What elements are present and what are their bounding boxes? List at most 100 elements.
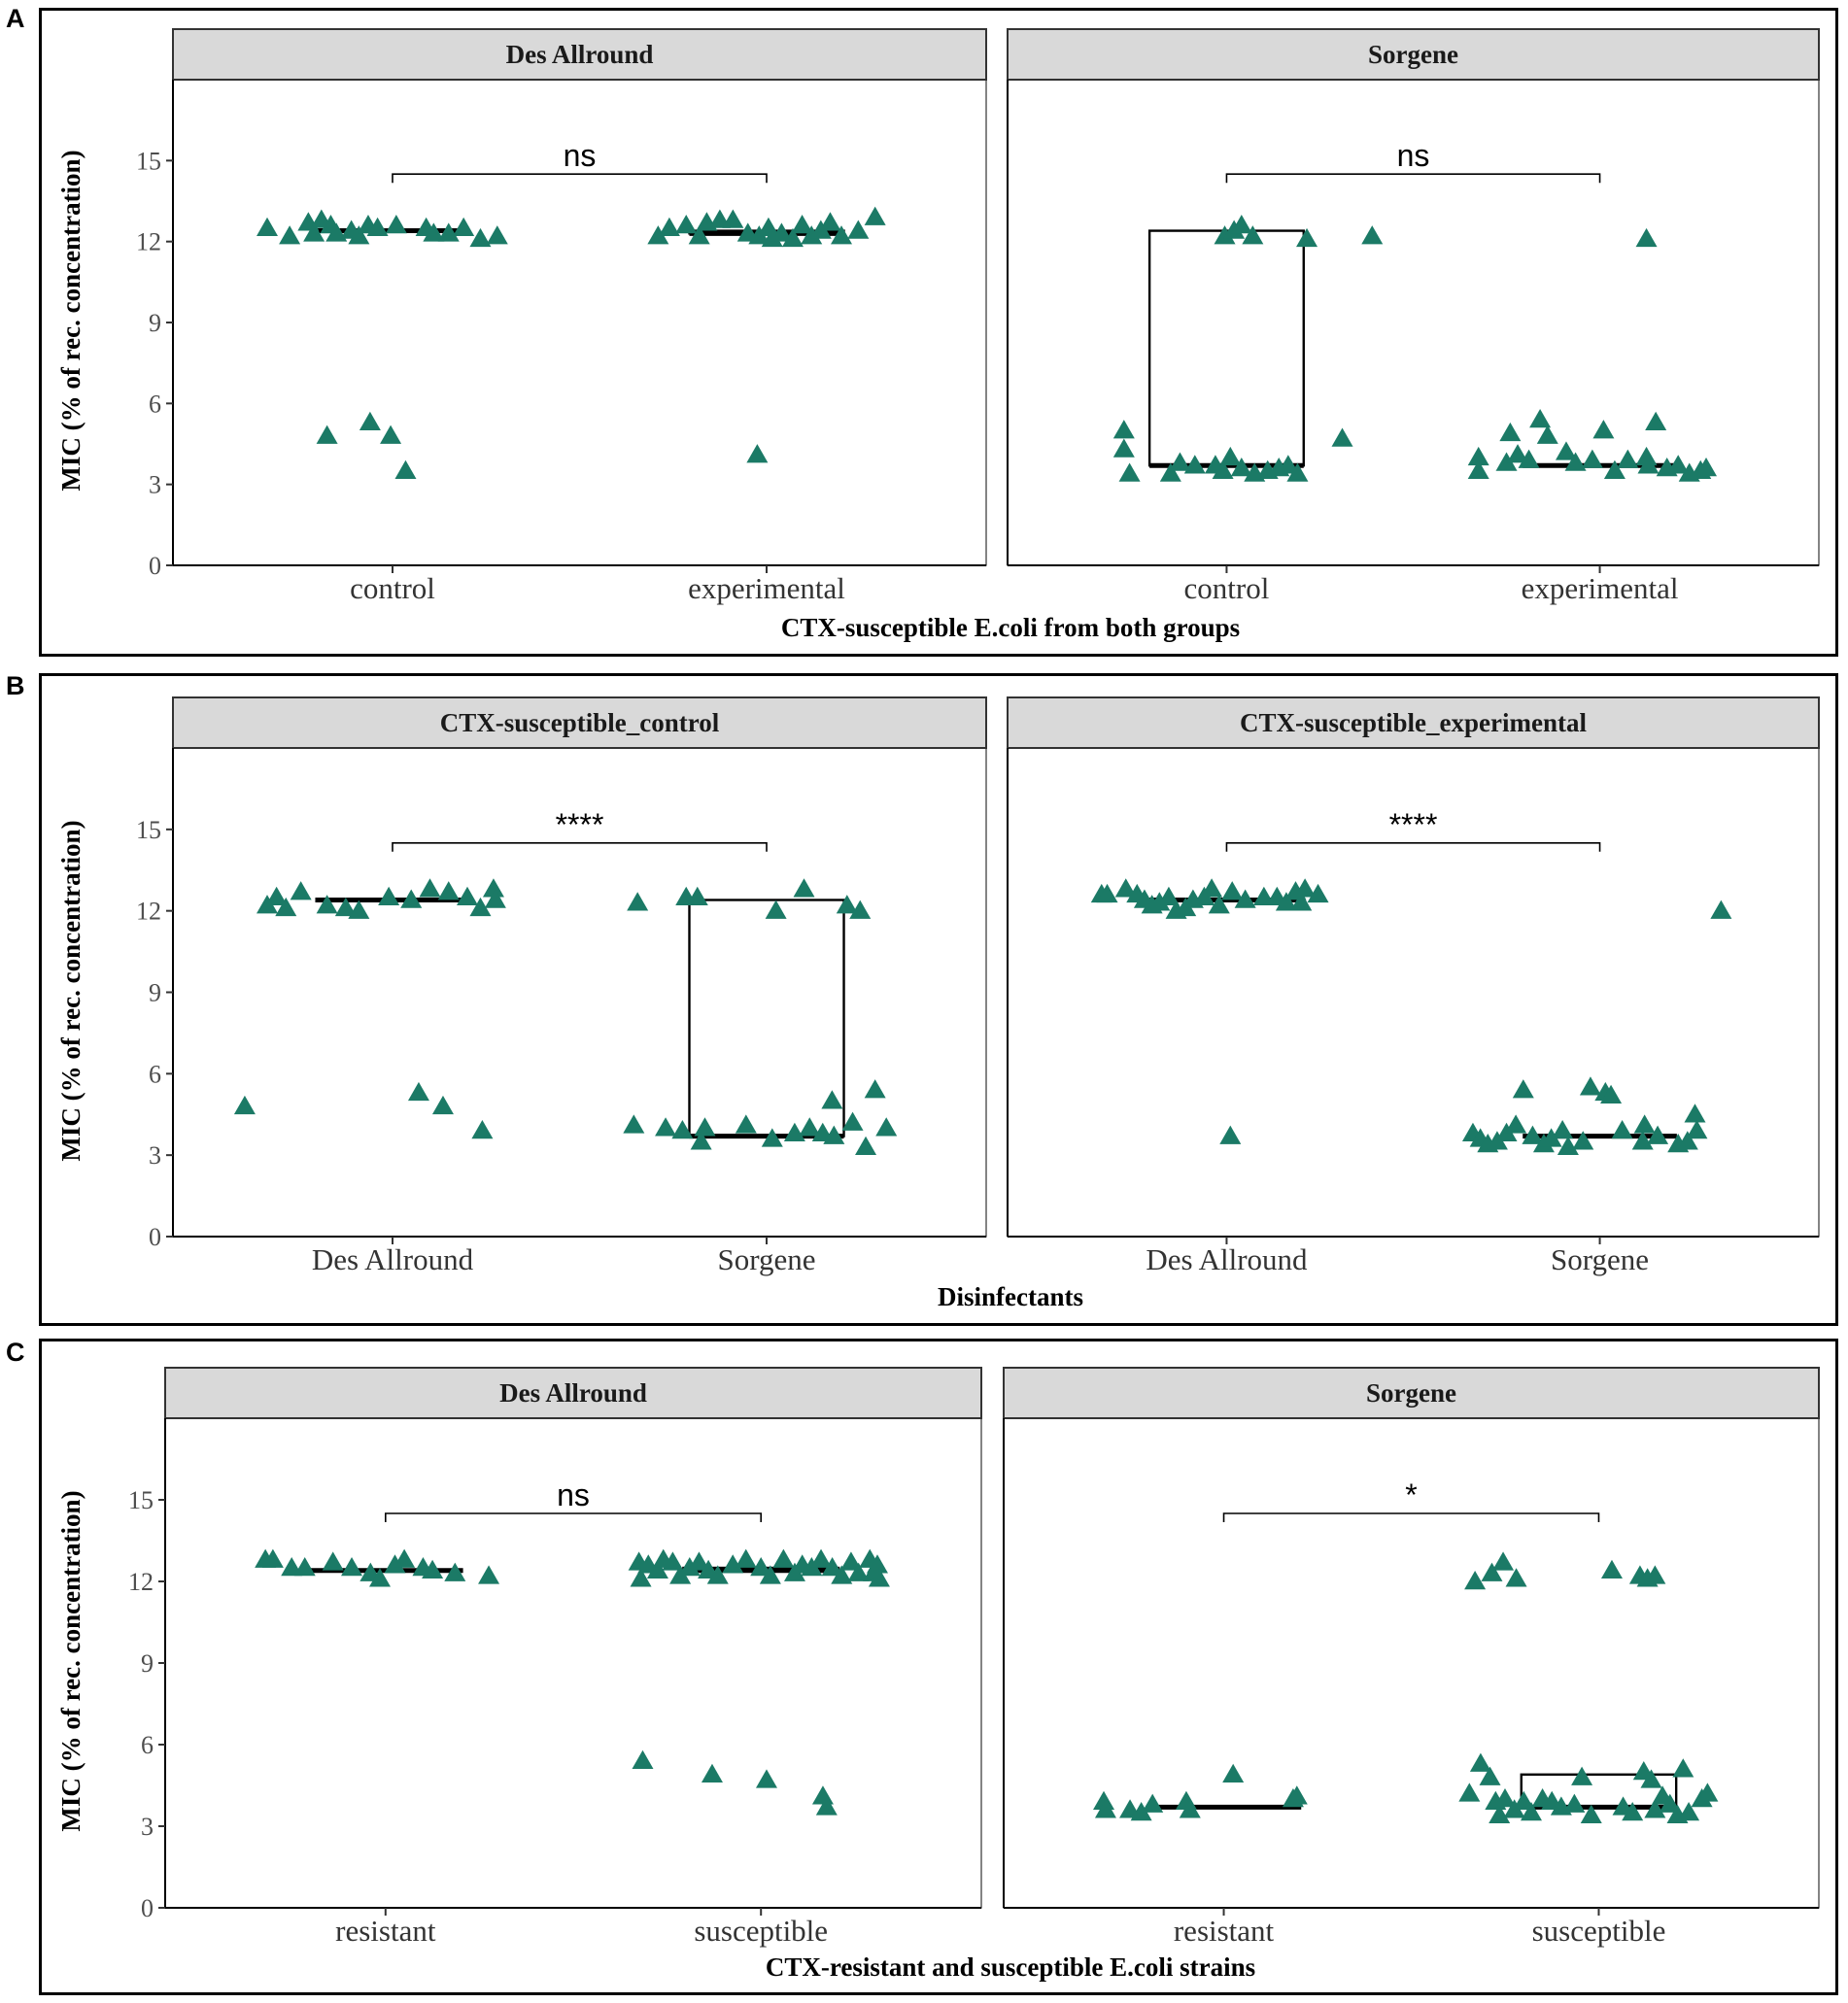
data-point-1-0-1-20 xyxy=(864,1079,886,1099)
data-point-1-0-0-14 xyxy=(484,889,506,908)
data-point-1-1-1-17 xyxy=(1631,1131,1654,1150)
significance-label-1-1: **** xyxy=(1389,807,1438,842)
y-tick-label-2-5: 15 xyxy=(128,1486,154,1514)
data-point-1-0-1-19 xyxy=(841,1111,864,1131)
data-point-2-1-1-12 xyxy=(1563,1793,1586,1813)
data-point-2-1-0-1 xyxy=(1094,1799,1116,1818)
data-point-2-1-1-5 xyxy=(1493,1788,1516,1808)
y-tick-label-1-4: 12 xyxy=(136,898,161,926)
data-point-2-0-1-7 xyxy=(678,1557,701,1577)
y-tick-label-0-5: 15 xyxy=(136,147,161,175)
data-point-1-0-0-10 xyxy=(437,881,460,900)
data-point-1-0-0-9 xyxy=(419,878,441,898)
data-point-1-0-0-5 xyxy=(334,897,357,917)
significance-bracket-2-1 xyxy=(1222,1512,1600,1522)
data-point-0-1-1-1 xyxy=(1467,459,1489,480)
data-point-2-0-1-3 xyxy=(646,1559,668,1579)
data-point-0-0-0-13 xyxy=(423,222,445,242)
data-point-1-0-1-21 xyxy=(875,1117,898,1137)
data-point-1-1-1-24 xyxy=(1710,900,1732,919)
data-point-2-1-1-28 xyxy=(1481,1562,1503,1581)
data-point-0-0-0-14 xyxy=(437,222,460,242)
data-point-0-1-1-0 xyxy=(1467,446,1489,466)
data-point-1-1-0-21 xyxy=(1294,878,1317,898)
data-point-0-1-1-7 xyxy=(1536,424,1558,444)
significance-label-1-0: **** xyxy=(556,807,604,842)
significance-bracket-0-0 xyxy=(392,173,768,184)
data-point-1-0-1-22 xyxy=(855,1136,877,1156)
data-point-1-0-1-14 xyxy=(783,1122,805,1142)
data-point-2-0-1-30 xyxy=(755,1769,777,1788)
data-point-1-1-1-15 xyxy=(1600,1084,1623,1103)
data-point-2-1-1-34 xyxy=(1644,1565,1666,1584)
data-point-0-1-0-17 xyxy=(1230,215,1252,234)
data-point-1-1-0-23 xyxy=(1219,1125,1242,1144)
data-point-1-0-0-4 xyxy=(316,895,338,914)
data-point-2-1-0-4 xyxy=(1142,1793,1164,1813)
data-point-2-0-0-13 xyxy=(478,1565,500,1584)
data-point-1-0-1-6 xyxy=(849,900,872,919)
data-point-1-0-0-8 xyxy=(400,889,423,908)
data-point-0-1-0-14 xyxy=(1286,462,1309,482)
data-point-1-0-0-18 xyxy=(471,1120,494,1139)
x-tick-label-1-0-0: Des Allround xyxy=(312,1242,474,1276)
data-point-2-1-1-21 xyxy=(1659,1793,1681,1813)
x-tick-label-1-1-0: Des Allround xyxy=(1146,1242,1308,1276)
y-tick-label-2-4: 12 xyxy=(128,1568,154,1596)
data-point-2-1-1-29 xyxy=(1492,1551,1515,1571)
data-point-2-1-1-1 xyxy=(1469,1752,1491,1772)
x-tick-label-0-1-1: experimental xyxy=(1522,571,1679,605)
significance-label-2-0: ns xyxy=(557,1477,590,1512)
data-point-2-0-1-19 xyxy=(810,1548,833,1568)
y-tick-label-1-3: 9 xyxy=(149,979,161,1007)
data-point-1-0-1-10 xyxy=(690,1131,712,1150)
data-point-0-0-0-1 xyxy=(279,225,301,245)
data-point-0-1-1-5 xyxy=(1518,449,1540,468)
data-point-2-0-0-7 xyxy=(369,1568,392,1587)
data-point-2-1-1-16 xyxy=(1622,1802,1644,1821)
data-point-1-1-1-5 xyxy=(1505,1114,1527,1134)
data-point-0-0-1-0 xyxy=(647,225,669,245)
y-tick-label-2-0: 0 xyxy=(141,1894,154,1922)
data-point-0-0-1-13 xyxy=(791,215,813,234)
xlabel-panel-0: CTX-susceptible E.coli from both groups xyxy=(781,613,1240,642)
data-point-0-0-0-0 xyxy=(257,217,279,237)
significance-bracket-2-0 xyxy=(385,1512,762,1522)
data-point-0-1-0-3 xyxy=(1159,462,1181,482)
data-point-2-0-1-23 xyxy=(847,1562,870,1581)
data-point-2-0-1-1 xyxy=(630,1568,652,1587)
data-point-0-0-0-20 xyxy=(380,424,402,444)
data-point-1-0-0-3 xyxy=(290,881,312,900)
data-point-2-1-1-2 xyxy=(1479,1766,1501,1785)
data-point-1-0-0-12 xyxy=(469,897,492,917)
data-point-2-1-1-18 xyxy=(1640,1769,1662,1788)
y-tick-label-2-2: 6 xyxy=(141,1731,154,1759)
data-point-0-1-1-18 xyxy=(1667,455,1690,474)
data-point-1-0-0-7 xyxy=(378,886,400,905)
data-point-1-0-0-16 xyxy=(407,1081,429,1102)
data-point-2-0-1-10 xyxy=(706,1565,729,1584)
x-tick-label-1-0-1: Sorgene xyxy=(717,1242,815,1276)
data-point-1-1-0-1 xyxy=(1096,883,1118,903)
data-point-0-0-0-4 xyxy=(303,222,325,242)
ylabel-panel-2: MIC (% of rec. concentration) xyxy=(56,1490,86,1831)
y-tick-label-0-1: 3 xyxy=(149,471,161,499)
data-point-0-1-1-16 xyxy=(1645,411,1667,431)
data-point-2-1-1-4 xyxy=(1489,1804,1511,1824)
data-point-0-1-0-7 xyxy=(1212,459,1234,480)
data-point-1-1-1-21 xyxy=(1676,1131,1698,1150)
data-point-0-0-1-16 xyxy=(819,212,841,231)
data-point-0-0-1-14 xyxy=(801,225,823,245)
data-point-0-1-1-2 xyxy=(1495,452,1518,471)
data-point-0-1-1-14 xyxy=(1635,446,1658,466)
ylabel-panel-1: MIC (% of rec. concentration) xyxy=(56,820,86,1161)
data-point-0-0-1-1 xyxy=(658,217,680,237)
data-point-0-0-0-10 xyxy=(366,217,389,237)
data-point-2-0-1-26 xyxy=(866,1554,888,1574)
panel-label-a: A xyxy=(6,4,25,33)
data-point-0-1-1-9 xyxy=(1564,452,1587,471)
y-tick-label-1-2: 6 xyxy=(149,1060,161,1088)
data-point-0-0-0-8 xyxy=(348,225,370,245)
data-point-2-0-1-22 xyxy=(839,1551,862,1571)
